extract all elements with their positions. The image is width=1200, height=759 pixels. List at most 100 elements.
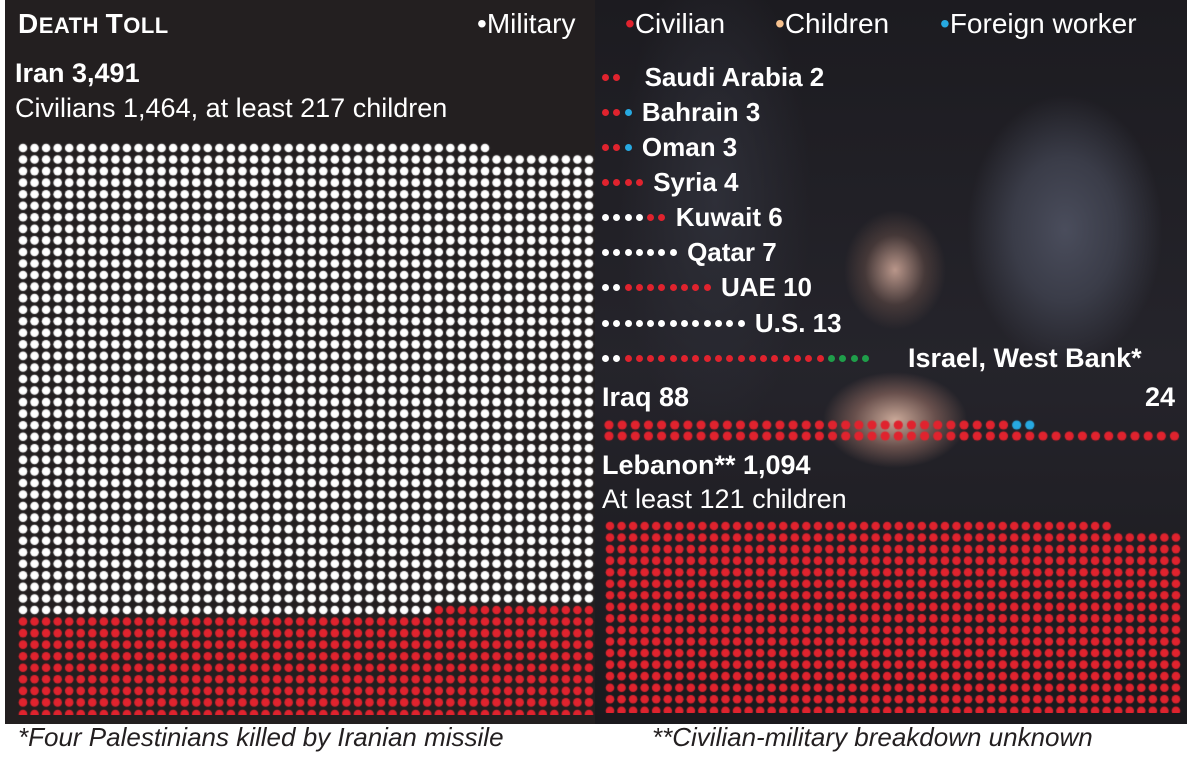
dot [613,179,621,186]
dot [794,355,802,362]
dot [602,109,609,116]
dot [669,284,677,291]
dot [602,144,609,151]
dot [647,214,655,221]
dot [861,355,869,362]
dot [613,144,621,151]
dot [692,355,700,362]
dot [624,214,632,221]
iran-subline: Civilians 1,464, at least 217 children [15,93,448,123]
dot [827,355,835,362]
dot [647,249,655,256]
legend-civilian: •Civilian [625,8,726,39]
dot [624,284,632,291]
dot [748,355,756,362]
dot [602,179,609,186]
row-oman: Oman 3 [602,132,737,163]
dots-us [602,320,749,327]
dot [624,249,632,256]
dot [714,355,722,362]
dot [737,320,745,327]
israel-count: 24 [1145,382,1176,412]
dot [771,355,779,362]
lebanon-dot-grid [602,518,1182,713]
row-kuwait: Kuwait 6 [602,202,783,233]
dot [624,109,632,116]
dot [613,74,621,81]
dot [681,355,689,362]
dot [681,284,689,291]
legend-foreign-worker: •Foreign worker [940,8,1137,39]
dot [714,320,722,327]
dot [635,320,643,327]
dot [602,214,609,221]
dot [692,320,700,327]
dot [760,355,768,362]
dot [658,249,666,256]
lebanon-subline: At least 121 children [602,484,847,514]
footnote-palestinians: *Four Palestinians killed by Iranian mis… [18,722,504,752]
dots-syria [602,179,647,186]
iran-dot-grid [15,140,595,715]
dot [703,284,711,291]
dot [635,355,643,362]
dot [635,249,643,256]
dot [692,284,700,291]
iraq-headline: Iraq 88 [602,382,690,412]
israel-headline: Israel, West Bank* [908,343,1142,373]
dot [647,320,655,327]
row-israel-dots [602,355,873,362]
dot [681,320,689,327]
row-uae: UAE 10 [602,272,812,303]
dot [602,249,609,256]
dot [658,320,666,327]
dot [737,355,745,362]
dots-kuwait [602,214,670,221]
dot [782,355,790,362]
dot [816,355,824,362]
dot [805,355,813,362]
dots-qatar [602,249,681,256]
dot [703,320,711,327]
dots-uae [602,284,715,291]
dot [602,355,609,362]
dot [613,284,621,291]
dot [647,355,655,362]
dots-oman [602,144,636,151]
dot [613,109,621,116]
dot [624,355,632,362]
dots-israel-west-bank [602,355,873,362]
infographic-panel: DEATH TOLL •Military •Civilian •Children… [5,0,1187,724]
dot [658,355,666,362]
dot [602,74,609,81]
dots-bahrain [602,109,636,116]
row-saudi-arabia: Saudi Arabia 2 [602,62,824,93]
dot [635,214,643,221]
chart-title: DEATH TOLL [18,8,169,39]
iran-headline: Iran 3,491 [15,58,140,88]
dot [658,214,666,221]
dot [647,284,655,291]
dot [726,320,734,327]
row-bahrain: Bahrain 3 [602,97,760,128]
dot [669,355,677,362]
dots-saudi-arabia [602,74,625,81]
dot [624,144,632,151]
dot [602,284,609,291]
dot [839,355,847,362]
footnote-lebanon-breakdown: **Civilian-military breakdown unknown [652,722,1093,752]
dot [850,355,858,362]
dot [658,284,666,291]
dot [635,284,643,291]
dot [703,355,711,362]
legend-military: •Military [477,8,576,39]
dot [624,320,632,327]
row-syria: Syria 4 [602,167,738,198]
dot [635,179,643,186]
lebanon-headline: Lebanon** 1,094 [602,450,811,480]
legend-children: •Children [775,8,890,39]
dot [624,179,632,186]
row-us: U.S. 13 [602,308,842,339]
iraq-dot-grid [602,418,1182,444]
dot [613,320,621,327]
